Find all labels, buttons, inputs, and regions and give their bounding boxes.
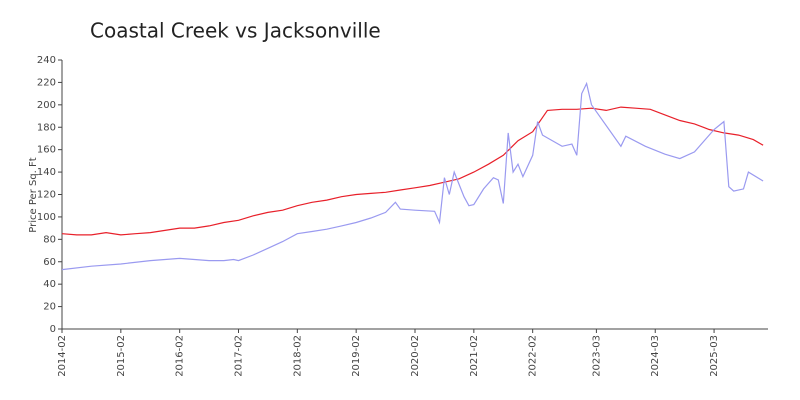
- y-tick-label: 160: [37, 145, 56, 156]
- x-tick-label: 2017-02: [234, 335, 245, 377]
- x-tick-label: 2019-02: [351, 335, 362, 377]
- y-tick-label: 120: [37, 190, 56, 201]
- chart-title: Coastal Creek vs Jacksonville: [90, 19, 381, 43]
- y-axis-label: Price Per Sq. Ft: [28, 157, 39, 232]
- y-tick-label: 180: [37, 122, 56, 133]
- x-tick-label: 2016-02: [175, 335, 186, 377]
- x-tick-label: 2025-03: [709, 335, 720, 377]
- y-tick-label: 40: [43, 279, 56, 290]
- y-tick-label: 20: [43, 302, 56, 313]
- y-tick-label: 140: [37, 167, 56, 178]
- x-tick-label: 2023-03: [591, 335, 602, 377]
- x-tick-label: 2022-02: [528, 335, 539, 377]
- series-line: [61, 106, 764, 236]
- y-tick-label: 200: [37, 100, 56, 111]
- y-tick-label: 220: [37, 77, 56, 88]
- x-tick-label: 2015-02: [116, 335, 127, 377]
- y-tick-label: 60: [43, 257, 56, 268]
- y-tick-label: 100: [37, 212, 56, 223]
- x-tick-label: 2021-02: [469, 335, 480, 377]
- x-tick-label: 2014-02: [57, 335, 68, 377]
- x-tick-label: 2020-02: [410, 335, 421, 377]
- series-line: [61, 81, 764, 271]
- y-tick-label: 0: [50, 324, 56, 335]
- y-tick-label: 80: [43, 234, 56, 245]
- x-tick-label: 2018-02: [292, 335, 303, 377]
- x-tick-label: 2024-03: [650, 335, 661, 377]
- y-tick-label: 240: [37, 55, 56, 66]
